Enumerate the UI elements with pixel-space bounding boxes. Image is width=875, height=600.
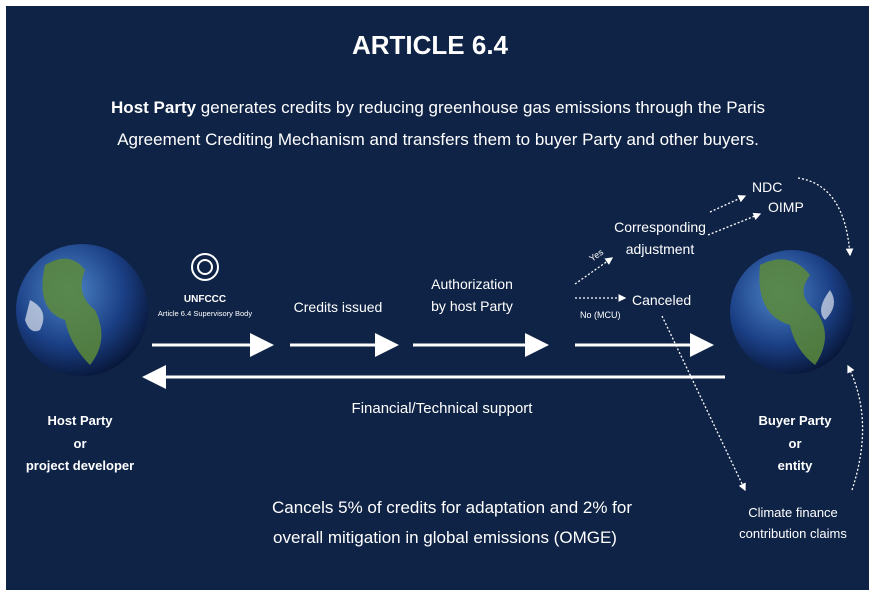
buyer-label: Buyer Party <box>759 413 833 428</box>
branch-label: Corresponding <box>614 219 706 235</box>
title: ARTICLE 6.4 <box>352 30 509 60</box>
step-label: by host Party <box>431 298 513 314</box>
buyer-label: or <box>789 436 802 451</box>
host-label: or <box>74 436 87 451</box>
branch-label: NDC <box>752 179 782 195</box>
description-text: generates credits by reducing greenhouse… <box>196 98 765 117</box>
climate-label: Climate finance <box>748 505 838 520</box>
buyer-label: entity <box>778 458 813 473</box>
page: {"header":{"title":"ARTICLE 6.4"}, "desc… <box>0 0 875 595</box>
omge-line: overall mitigation in global emissions (… <box>273 528 617 547</box>
host-label: project developer <box>26 458 134 473</box>
description-line: Host Party generates credits by reducing… <box>111 98 765 117</box>
support-label: Financial/Technical support <box>352 400 534 417</box>
globe-left <box>16 244 148 376</box>
climate-label: contribution claims <box>739 526 847 541</box>
description-line: Agreement Crediting Mechanism and transf… <box>117 130 759 149</box>
unfccc-name: UNFCCC <box>184 294 226 305</box>
omge-line: Cancels 5% of credits for adaptation and… <box>272 498 632 517</box>
host-label: Host Party <box>47 413 113 428</box>
branch-label: OIMP <box>768 199 804 215</box>
description-bold: Host Party <box>111 98 197 117</box>
unfccc-body: Article 6.4 Supervisory Body <box>158 309 252 318</box>
step-label: Authorization <box>431 276 513 292</box>
branch-label: adjustment <box>626 241 695 257</box>
globe-right <box>730 250 854 374</box>
branch-label: Canceled <box>632 292 691 308</box>
no-label: No (MCU) <box>580 310 621 320</box>
step-label: Credits issued <box>294 299 383 315</box>
diagram: ARTICLE 6.4 Host Party generates credits… <box>0 0 875 595</box>
